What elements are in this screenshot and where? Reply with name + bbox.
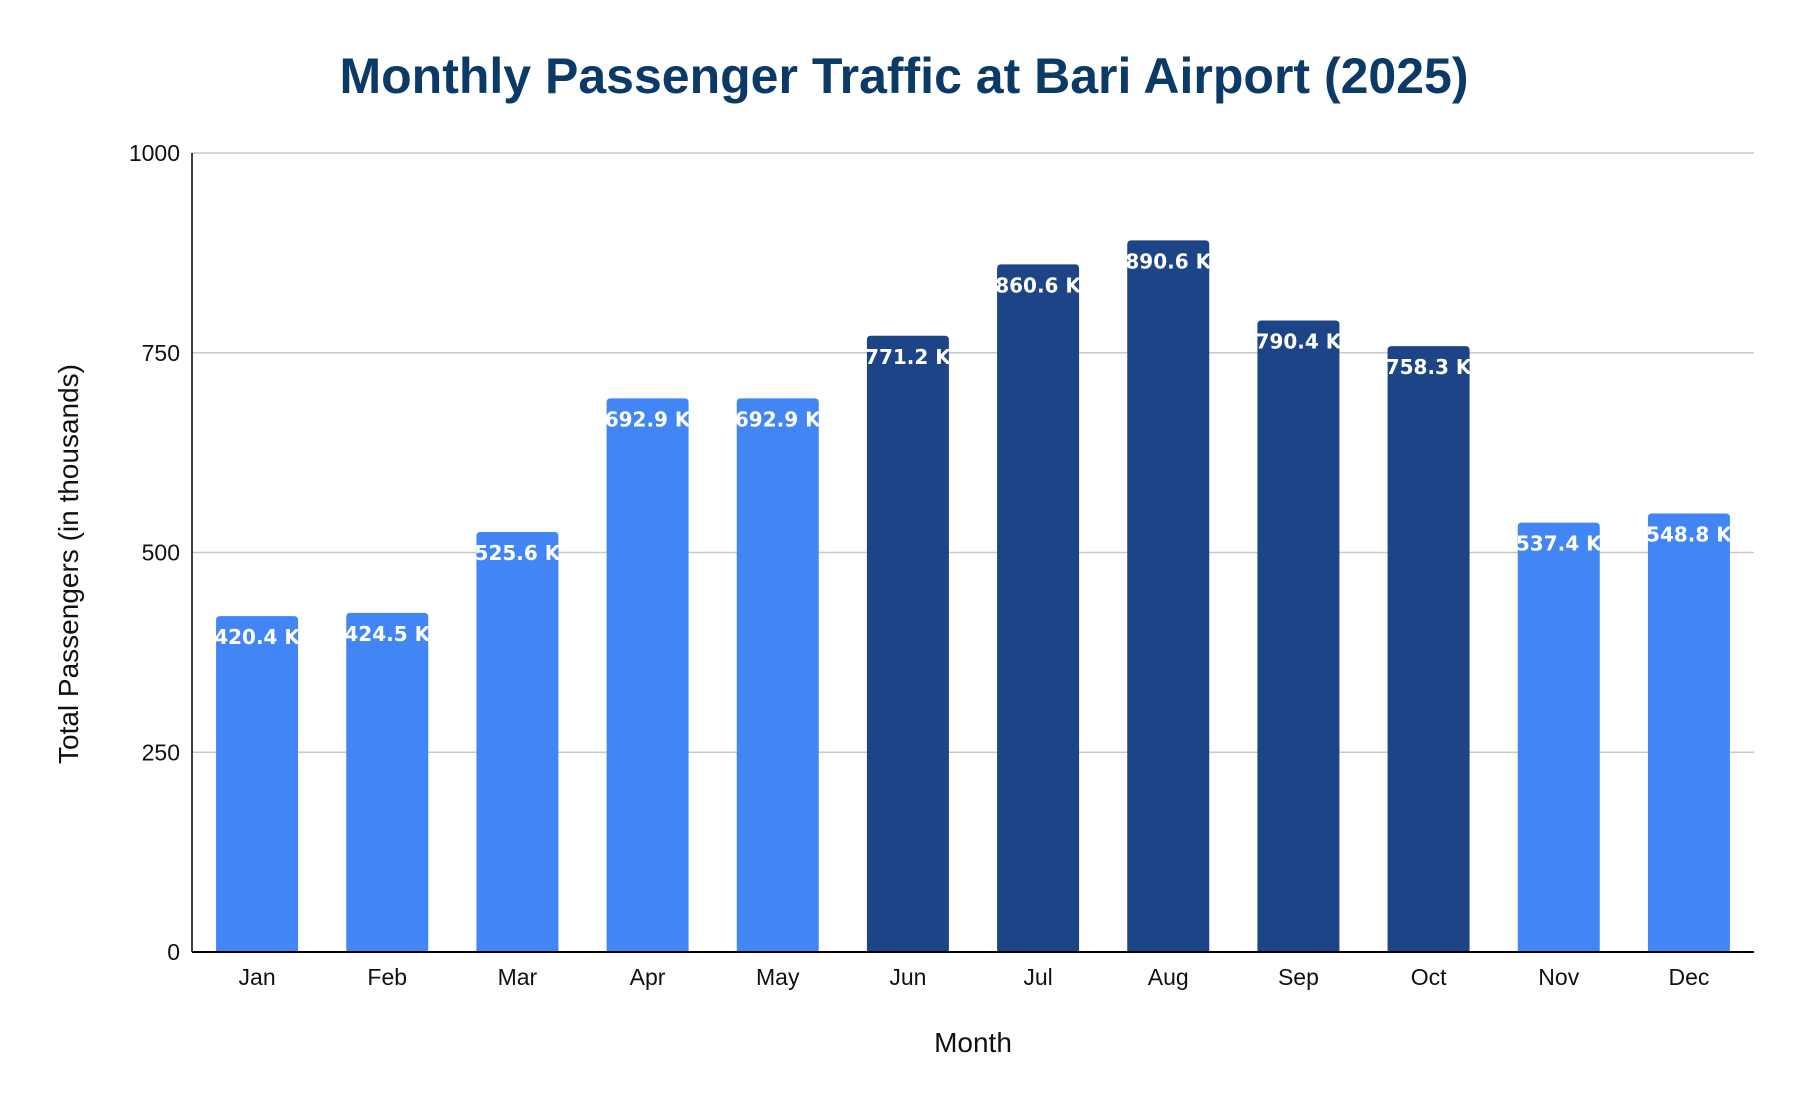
- bar-feb: [346, 612, 429, 952]
- bar-sep: [1257, 320, 1340, 952]
- x-tick-label-feb: Feb: [367, 964, 407, 990]
- gridlines: [192, 152, 1754, 753]
- data-label-jan: 420.4 K: [214, 625, 301, 649]
- bar-apr: [606, 398, 689, 952]
- x-axis-title: Month: [934, 1027, 1012, 1058]
- data-label-feb: 424.5 K: [344, 622, 431, 646]
- bar-nov: [1517, 522, 1600, 952]
- data-label-nov: 537.4 K: [1516, 532, 1603, 556]
- bar-jun: [866, 335, 949, 953]
- bars: [216, 240, 1730, 953]
- bar-jul: [997, 264, 1080, 952]
- y-tick-label: 1000: [129, 140, 180, 166]
- y-tick-label: 500: [142, 540, 180, 566]
- x-tick-label-oct: Oct: [1411, 964, 1447, 990]
- bar-aug: [1127, 240, 1210, 953]
- data-label-jun: 771.2 K: [865, 345, 952, 369]
- x-axis-ticks: Jan Feb Mar Apr May Jun Jul Aug Sep Oct Nov Dec: [239, 964, 1710, 990]
- y-axis-title: Total Passengers (in thousands): [53, 364, 84, 764]
- bar-mar: [476, 532, 559, 952]
- y-tick-label: 750: [142, 340, 180, 366]
- chart-title: Monthly Passenger Traffic at Bari Airpor…: [339, 48, 1468, 104]
- data-label-jul: 860.6 K: [995, 273, 1082, 297]
- data-label-may: 692.9 K: [735, 407, 822, 431]
- x-tick-label-jul: Jul: [1023, 964, 1052, 990]
- data-labels: 420.4 K 424.5 K 525.6 K 692.9 K 692.9 K 771.2…: [214, 249, 1733, 649]
- bar-jan: [216, 616, 299, 952]
- bar-may: [736, 398, 819, 952]
- y-axis-ticks: 0 250 500 750 1000: [129, 140, 180, 965]
- x-tick-label-jun: Jun: [889, 964, 926, 990]
- x-tick-label-jan: Jan: [239, 964, 276, 990]
- x-tick-label-apr: Apr: [630, 964, 666, 990]
- y-tick-label: 0: [167, 939, 180, 965]
- bar-dec: [1647, 513, 1730, 952]
- x-tick-label-mar: Mar: [498, 964, 538, 990]
- x-tick-label-may: May: [756, 964, 800, 990]
- data-label-sep: 790.4 K: [1256, 329, 1343, 353]
- x-tick-label-sep: Sep: [1278, 964, 1319, 990]
- x-tick-label-nov: Nov: [1538, 964, 1579, 990]
- data-label-apr: 692.9 K: [605, 407, 692, 431]
- x-tick-label-aug: Aug: [1148, 964, 1189, 990]
- x-tick-label-dec: Dec: [1668, 964, 1709, 990]
- data-label-oct: 758.3 K: [1386, 355, 1473, 379]
- bar-oct: [1387, 346, 1470, 952]
- data-label-aug: 890.6 K: [1125, 249, 1212, 273]
- y-tick-label: 250: [142, 739, 180, 765]
- data-label-mar: 525.6 K: [475, 541, 562, 565]
- data-label-dec: 548.8 K: [1646, 523, 1733, 547]
